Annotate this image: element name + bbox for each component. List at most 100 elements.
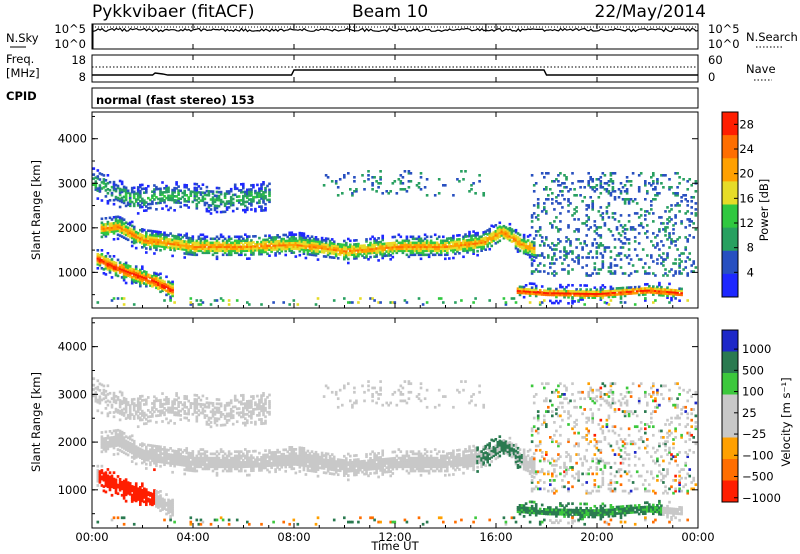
power-cell xyxy=(617,232,621,235)
power-cell xyxy=(534,288,538,292)
power-cell xyxy=(476,231,479,235)
power-cell xyxy=(252,198,255,201)
velocity-cell xyxy=(128,488,132,492)
power-cell xyxy=(126,274,130,277)
velocity-cell xyxy=(100,477,104,481)
power-cell xyxy=(468,234,471,238)
power-cell xyxy=(658,192,661,195)
power-cell xyxy=(403,299,407,302)
power-cell xyxy=(456,178,459,181)
power-cell xyxy=(347,172,350,175)
power-cell xyxy=(648,272,651,275)
power-cell xyxy=(522,289,526,293)
power-cell xyxy=(678,262,681,265)
power-cell xyxy=(347,257,350,261)
power-cell xyxy=(134,269,138,272)
power-cell xyxy=(203,235,207,239)
power-cell xyxy=(379,182,382,185)
power-cell xyxy=(116,221,120,225)
velocity-cell xyxy=(98,476,102,480)
power-cell xyxy=(302,248,306,251)
power-cell xyxy=(411,251,415,255)
power-cell xyxy=(189,237,193,240)
power-cell xyxy=(237,245,241,249)
power-cell xyxy=(444,184,447,187)
velocity-cell xyxy=(252,462,255,466)
power-cell xyxy=(688,234,692,237)
power-cell xyxy=(369,297,372,300)
power-cell xyxy=(246,257,249,260)
velocity-cell xyxy=(250,456,253,460)
power-cell xyxy=(528,292,532,295)
power-cell xyxy=(310,241,314,245)
power-cell xyxy=(177,245,180,248)
power-cell xyxy=(163,241,166,245)
power-cell xyxy=(203,237,207,241)
power-cell xyxy=(646,283,649,286)
power-cell xyxy=(381,244,385,248)
power-cell xyxy=(470,246,473,250)
power-cell xyxy=(260,193,263,196)
power-cell xyxy=(334,250,338,254)
power-cell xyxy=(549,246,552,249)
power-cell xyxy=(169,287,172,291)
power-cell xyxy=(407,245,411,249)
power-cell xyxy=(122,222,126,225)
power-cell xyxy=(159,272,162,276)
power-cell xyxy=(514,244,518,248)
power-cell xyxy=(169,240,172,243)
power-cell xyxy=(528,249,532,253)
power-cell xyxy=(106,200,110,203)
power-cell xyxy=(110,230,114,233)
power-cell xyxy=(320,244,324,248)
velocity-cell xyxy=(237,469,241,473)
power-cell xyxy=(157,283,160,287)
power-cell xyxy=(516,244,520,247)
power-cell xyxy=(124,263,128,267)
power-cell xyxy=(151,196,154,199)
power-cell xyxy=(623,232,627,235)
power-cell xyxy=(534,182,538,185)
velocity-cell xyxy=(225,458,229,462)
power-cell xyxy=(223,196,227,199)
velocity-cell xyxy=(130,489,134,493)
power-cell xyxy=(389,301,393,304)
power-cell xyxy=(124,273,128,277)
power-cell xyxy=(306,252,310,256)
power-cell xyxy=(585,234,589,237)
velocity-cell xyxy=(219,465,223,469)
power-cell xyxy=(662,174,665,177)
power-cell xyxy=(143,228,146,232)
velocity-cell xyxy=(132,485,136,489)
power-cell xyxy=(623,184,627,187)
power-cell xyxy=(363,246,366,249)
power-cell xyxy=(353,255,356,258)
power-cell xyxy=(106,222,110,226)
power-cell xyxy=(670,204,673,207)
power-cell xyxy=(524,248,528,252)
velocity-cell xyxy=(231,465,235,469)
velocity-cell xyxy=(165,457,168,460)
power-cell xyxy=(92,177,96,180)
power-cell xyxy=(155,208,158,211)
power-cell xyxy=(136,233,140,237)
velocity-cell xyxy=(161,409,164,413)
velocity-cell xyxy=(145,488,148,492)
power-cell xyxy=(185,252,189,256)
power-cell xyxy=(365,250,368,253)
power-cell xyxy=(332,256,336,259)
power-cell xyxy=(242,182,245,186)
power-cell xyxy=(379,170,382,173)
power-cell xyxy=(662,260,665,263)
velocity-cell xyxy=(254,464,257,468)
velocity-cell xyxy=(104,482,108,485)
velocity-cell xyxy=(112,486,116,490)
power-cell xyxy=(104,229,108,232)
power-cell xyxy=(429,247,433,251)
velocity-cell xyxy=(112,453,116,456)
power-cell xyxy=(629,198,633,201)
power-cell xyxy=(506,233,510,237)
power-cell xyxy=(157,242,160,246)
power-cell xyxy=(498,233,502,237)
velocity-cell xyxy=(145,467,148,470)
